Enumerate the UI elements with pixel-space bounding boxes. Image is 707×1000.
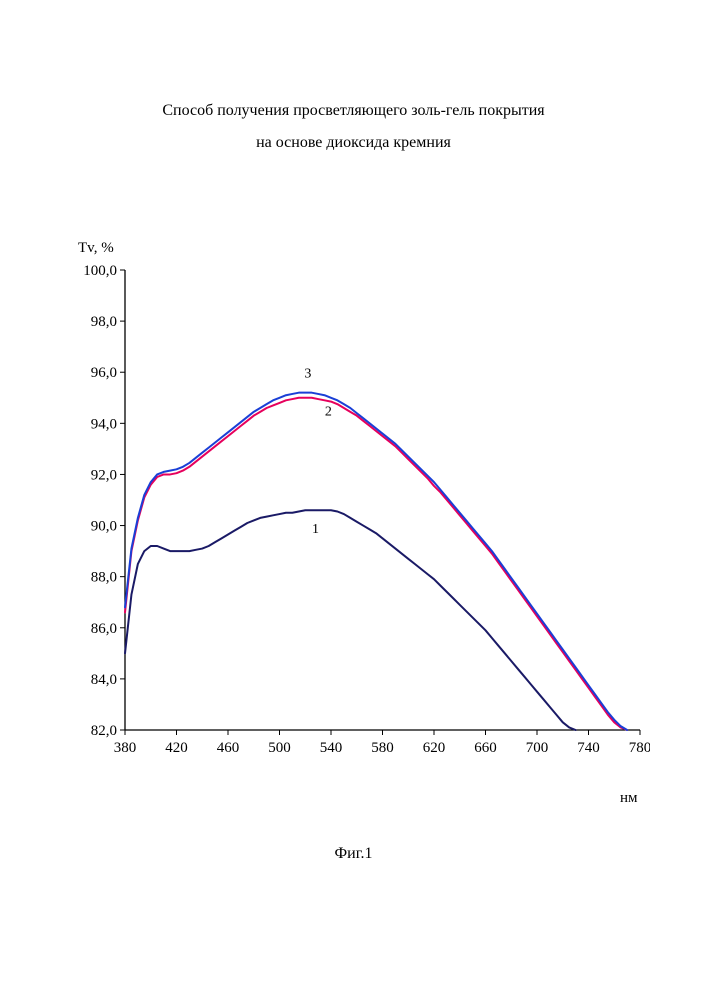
x-axis-title: нм	[620, 790, 638, 807]
svg-text:3: 3	[304, 366, 311, 381]
svg-text:88,0: 88,0	[91, 570, 117, 586]
svg-text:420: 420	[165, 740, 188, 756]
svg-text:2: 2	[325, 405, 332, 420]
page: Способ получения просветляющего золь-гел…	[0, 0, 707, 1000]
chart-area: 82,0 84,0 86,0 88,0 90,0 92,0 94,0 96,0 98,0 100,…	[70, 260, 650, 780]
svg-text:90,0: 90,0	[91, 519, 117, 535]
svg-text:92,0: 92,0	[91, 467, 117, 483]
svg-text:84,0: 84,0	[91, 672, 117, 688]
page-title: Способ получения просветляющего золь-гел…	[0, 95, 707, 159]
title-line-2: на основе диоксида кремния	[256, 134, 451, 151]
figure-caption: Фиг.1	[0, 845, 707, 863]
title-line-1: Способ получения просветляющего золь-гел…	[162, 102, 544, 119]
svg-text:620: 620	[423, 740, 446, 756]
line-chart: 82,0 84,0 86,0 88,0 90,0 92,0 94,0 96,0 98,0 100,…	[70, 260, 650, 780]
svg-text:96,0: 96,0	[91, 365, 117, 381]
y-axis-title: Tv, %	[78, 240, 114, 257]
svg-text:460: 460	[217, 740, 240, 756]
svg-text:740: 740	[577, 740, 600, 756]
svg-text:86,0: 86,0	[91, 621, 117, 637]
svg-text:1: 1	[312, 522, 319, 537]
svg-text:780: 780	[629, 740, 650, 756]
svg-text:380: 380	[114, 740, 137, 756]
svg-text:660: 660	[474, 740, 497, 756]
svg-text:82,0: 82,0	[91, 723, 117, 739]
svg-text:700: 700	[526, 740, 549, 756]
svg-text:94,0: 94,0	[91, 416, 117, 432]
svg-text:100,0: 100,0	[83, 263, 117, 279]
svg-text:98,0: 98,0	[91, 314, 117, 330]
svg-text:540: 540	[320, 740, 343, 756]
svg-text:500: 500	[268, 740, 291, 756]
svg-text:580: 580	[371, 740, 394, 756]
